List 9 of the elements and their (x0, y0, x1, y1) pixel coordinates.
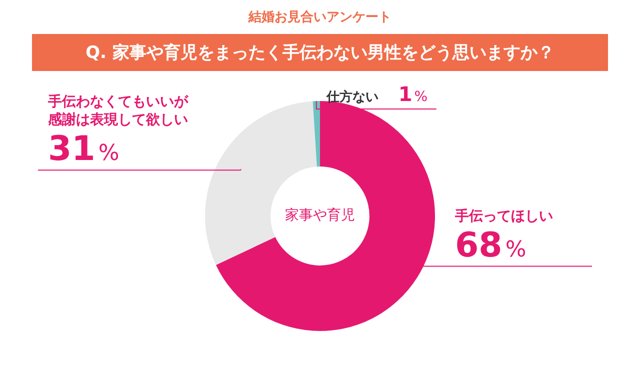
chart-subtitle: 結婚お見合いアンケート (247, 9, 392, 26)
data-label: 68% (455, 225, 526, 266)
data-label: 31% (48, 129, 120, 170)
data-label: 1% (398, 82, 428, 106)
slice-label: 仕方ない (325, 89, 378, 105)
text: 家事や育児 (285, 206, 355, 224)
slice-label: 手伝ってほしい (454, 207, 553, 224)
chart-title: Q. 家事や育児をまったく手伝わない男性をどう思いますか？ (32, 34, 608, 71)
slice-label: 手伝わなくてもいいが感謝は表現して欲しい (47, 93, 189, 128)
